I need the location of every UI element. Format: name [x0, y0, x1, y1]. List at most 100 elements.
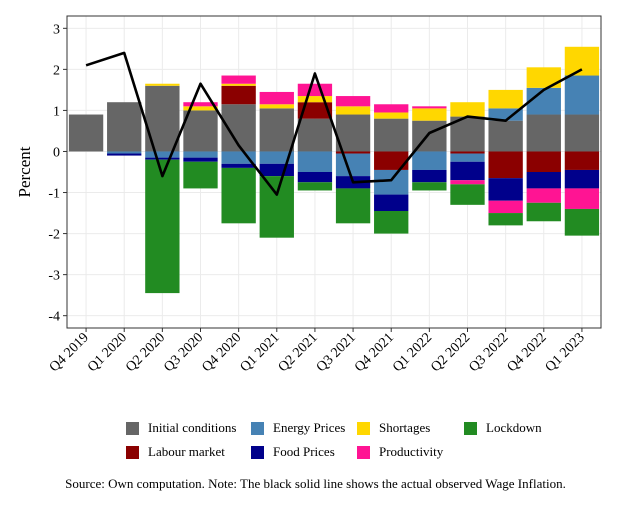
bar-segment	[412, 151, 447, 170]
y-tick-label: -3	[48, 269, 60, 284]
bar-segment	[183, 161, 218, 189]
bar-segment	[335, 153, 371, 177]
bar-segment	[564, 46, 600, 76]
bar-segment	[526, 172, 561, 189]
legend-item-shortages: Shortages	[357, 420, 430, 436]
bar-segment	[450, 102, 485, 117]
x-tick-label: Q3 2020	[161, 330, 206, 375]
legend-item-labour-market: Labour market	[126, 444, 225, 460]
bar-segment	[335, 96, 371, 107]
legend-swatch	[126, 445, 139, 459]
bar-segment	[221, 83, 256, 86]
bar-segment	[145, 151, 180, 158]
x-tick-label: Q2 2021	[276, 330, 321, 375]
bar-segment	[526, 151, 561, 172]
legend-label: Productivity	[379, 444, 444, 459]
bar-segment	[488, 178, 523, 201]
bar-segment	[526, 87, 561, 115]
wage-inflation-line	[85, 51, 583, 196]
bar-segment	[259, 91, 294, 105]
x-tick-label: Q3 2021	[314, 330, 359, 375]
bar-segment	[335, 106, 371, 115]
bar-segment	[107, 102, 142, 152]
bar-segment	[488, 200, 523, 214]
y-tick-label: 2	[53, 63, 60, 78]
bar-segment	[488, 108, 523, 121]
bar-segment	[488, 151, 523, 179]
x-tick-label: Q1 2023	[543, 330, 588, 375]
x-tick-label: Q2 2020	[123, 330, 168, 375]
bar-segment	[374, 169, 409, 195]
legend-item-initial-conditions: Initial conditions	[126, 420, 236, 436]
bar-segment	[412, 169, 447, 183]
legend-label: Labour market	[148, 444, 225, 459]
bar-segment	[412, 182, 447, 191]
bar-segment	[183, 157, 218, 162]
bar-segment	[259, 108, 294, 152]
legend-label: Food Prices	[273, 444, 335, 459]
x-tick-label: Q4 2019	[47, 330, 92, 375]
bar-segment	[450, 184, 485, 205]
bar-segment	[183, 102, 218, 107]
bar-segment	[145, 85, 180, 152]
bar-segment	[297, 83, 333, 97]
legend-item-lockdown: Lockdown	[464, 420, 542, 436]
x-tick-label: Q4 2020	[199, 330, 244, 375]
bar-segment	[374, 194, 409, 211]
y-tick-label: 3	[53, 22, 60, 37]
legend-item-energy-prices: Energy Prices	[251, 420, 345, 436]
bar-segment	[297, 118, 333, 152]
bar-segment	[526, 114, 561, 152]
legend-item-food-prices: Food Prices	[251, 444, 335, 460]
legend-label: Lockdown	[486, 420, 542, 435]
bar-segment	[183, 110, 218, 152]
bar-segment	[335, 151, 371, 154]
bar-segment	[564, 188, 600, 209]
legend-swatch	[357, 445, 370, 459]
plot-frame	[66, 15, 602, 329]
legend-swatch	[126, 421, 139, 435]
legend-label: Initial conditions	[148, 420, 237, 435]
bar-segment	[259, 163, 294, 177]
bar-segment	[526, 188, 561, 203]
bar-segment	[335, 114, 371, 152]
bar-segment	[564, 169, 600, 189]
bar-segment	[297, 102, 333, 119]
bar-segment	[374, 211, 409, 234]
y-tick-label: -1	[48, 187, 60, 202]
bar-segment	[145, 83, 180, 86]
bar-segment	[221, 85, 256, 105]
legend-swatch	[357, 421, 370, 435]
bar-segment	[488, 89, 523, 109]
bar-segment	[564, 208, 600, 236]
bar-segment	[297, 96, 333, 103]
x-tick-label: Q1 2022	[390, 330, 435, 375]
bar-segment	[183, 106, 218, 111]
bar-segment	[221, 163, 256, 168]
legend-item-productivity: Productivity	[357, 444, 443, 460]
bar-segment	[259, 176, 294, 238]
bar-segment	[297, 151, 333, 172]
bar-segment	[564, 114, 600, 152]
bar-segment	[145, 157, 180, 160]
bar-segment	[335, 188, 371, 224]
bar-segment	[297, 172, 333, 183]
y-tick-label: 1	[53, 104, 60, 119]
bar-segment	[526, 67, 561, 88]
bar-segment	[488, 213, 523, 226]
y-axis-label: Percent	[15, 146, 34, 197]
bar-segment	[221, 167, 256, 224]
bar-segment	[107, 151, 142, 154]
y-tick-label: -4	[48, 310, 60, 325]
legend-label: Shortages	[379, 420, 431, 435]
bar-segment	[374, 104, 409, 113]
source-note: Source: Own computation. Note: The black…	[65, 476, 566, 491]
bar-segment	[107, 153, 142, 156]
bar-segment	[259, 104, 294, 109]
bar-segment	[412, 106, 447, 109]
bar-segment	[297, 182, 333, 191]
x-tick-label: Q4 2022	[505, 330, 550, 375]
legend-swatch	[464, 421, 477, 435]
bar-segment	[412, 108, 447, 121]
bar-segment	[488, 120, 523, 152]
